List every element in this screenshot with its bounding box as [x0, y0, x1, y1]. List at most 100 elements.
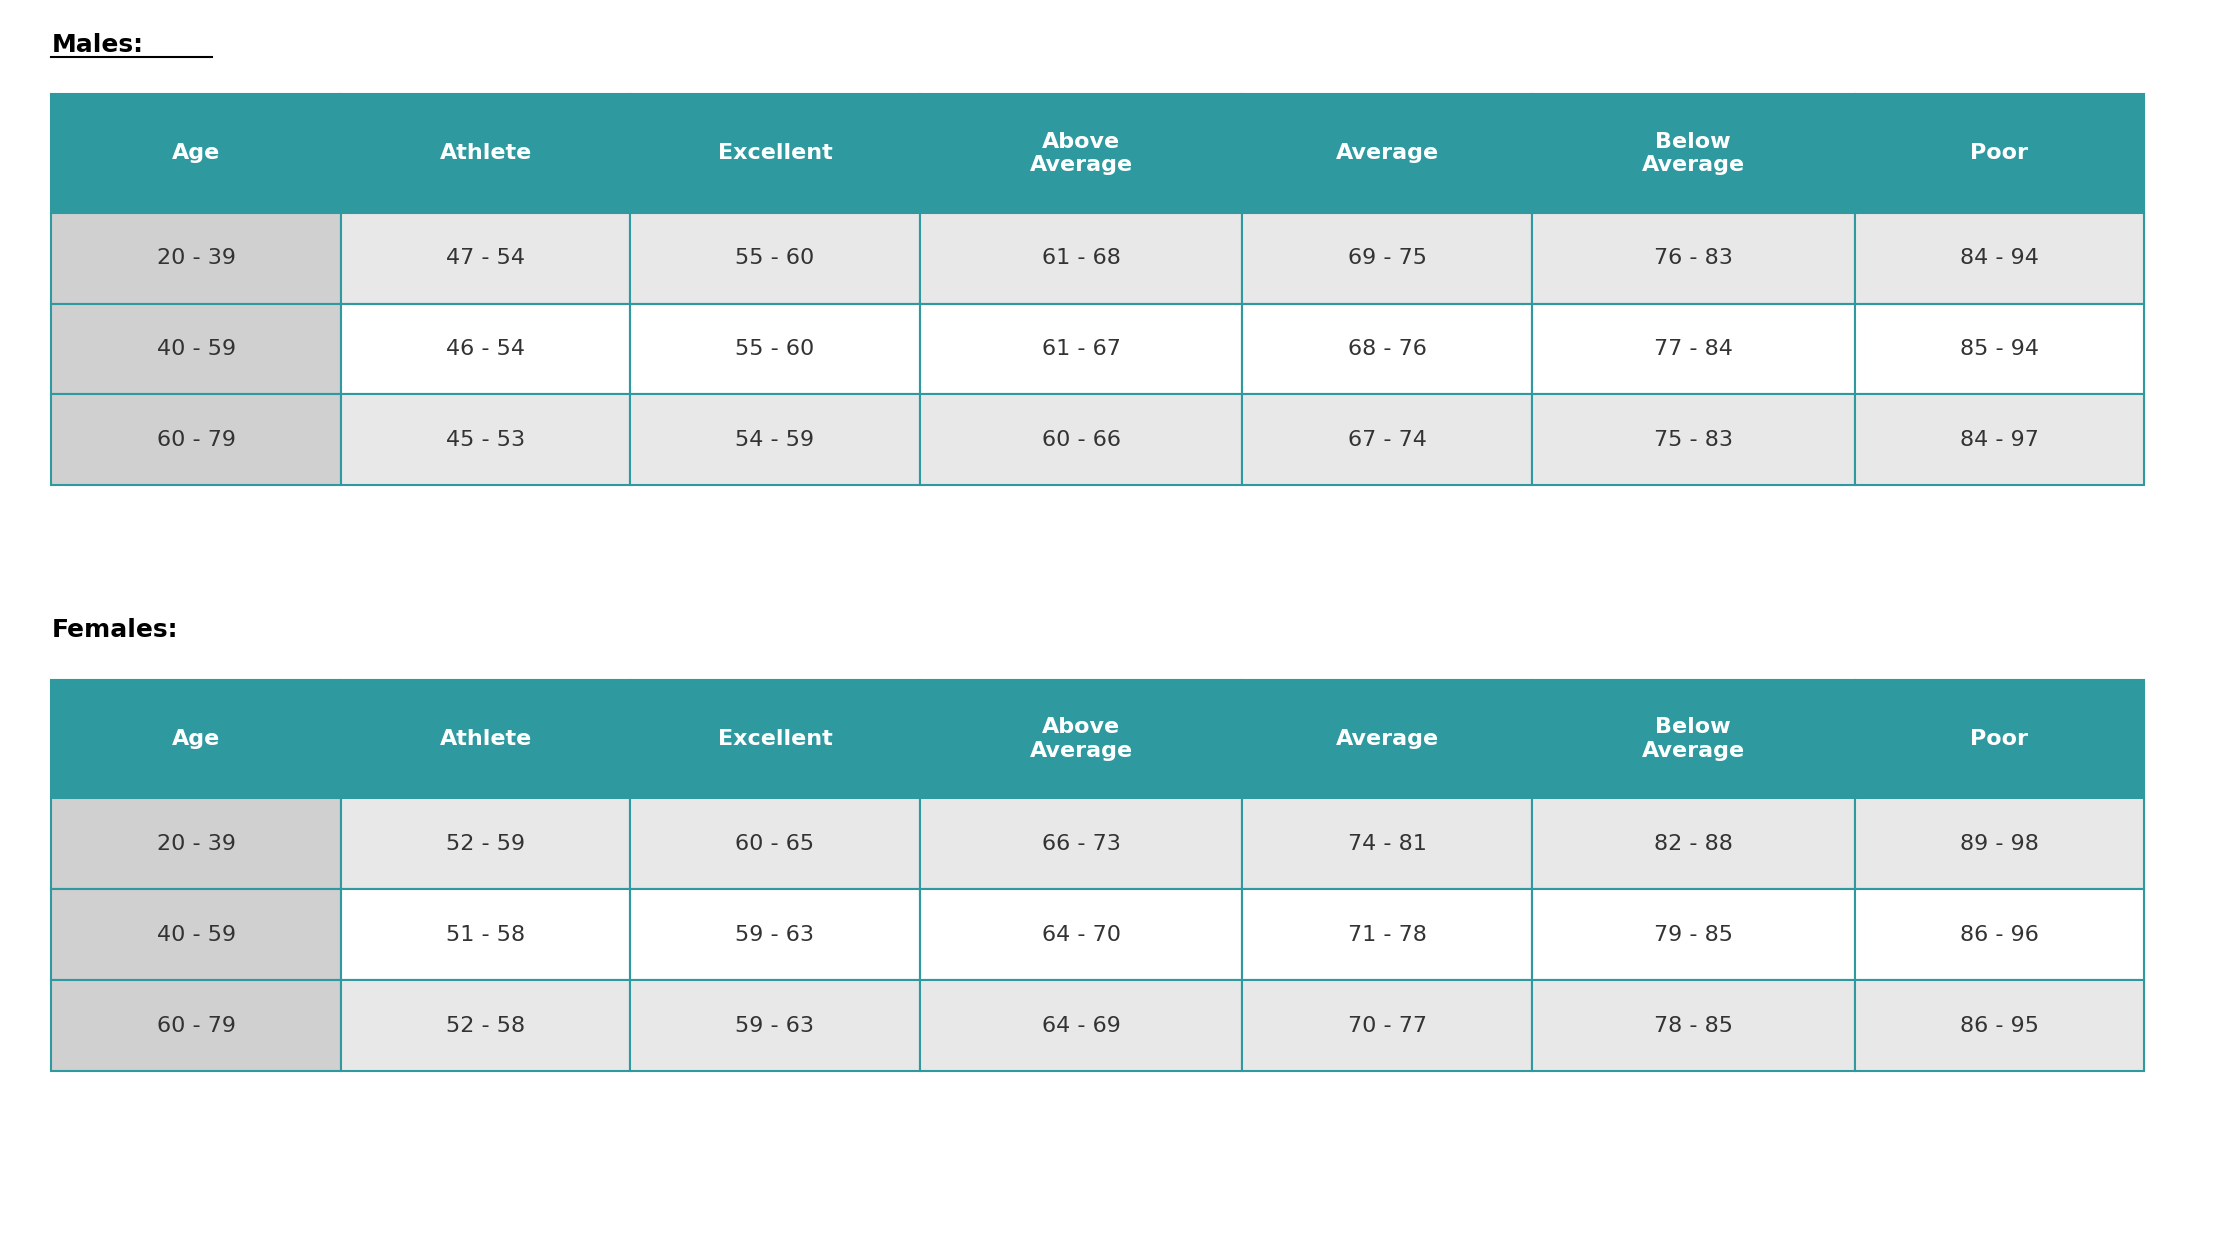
- FancyBboxPatch shape: [340, 213, 629, 304]
- FancyBboxPatch shape: [1855, 680, 2144, 799]
- Text: 60 - 66: 60 - 66: [1042, 430, 1120, 450]
- FancyBboxPatch shape: [1243, 394, 1532, 485]
- Text: 67 - 74: 67 - 74: [1348, 430, 1427, 450]
- FancyBboxPatch shape: [52, 394, 340, 485]
- Text: 61 - 68: 61 - 68: [1042, 248, 1120, 268]
- FancyBboxPatch shape: [340, 304, 629, 394]
- Text: 55 - 60: 55 - 60: [735, 339, 815, 359]
- Text: 86 - 95: 86 - 95: [1960, 1016, 2038, 1036]
- Text: Below
Average: Below Average: [1642, 717, 1745, 761]
- Text: Age: Age: [172, 730, 220, 748]
- FancyBboxPatch shape: [629, 980, 921, 1071]
- Text: 66 - 73: 66 - 73: [1042, 834, 1120, 854]
- Text: 40 - 59: 40 - 59: [157, 925, 235, 945]
- FancyBboxPatch shape: [629, 890, 921, 980]
- FancyBboxPatch shape: [921, 213, 1243, 304]
- FancyBboxPatch shape: [1532, 980, 1855, 1071]
- Text: 78 - 85: 78 - 85: [1653, 1016, 1734, 1036]
- FancyBboxPatch shape: [1855, 799, 2144, 890]
- Text: 20 - 39: 20 - 39: [157, 248, 235, 268]
- FancyBboxPatch shape: [921, 890, 1243, 980]
- FancyBboxPatch shape: [1532, 394, 1855, 485]
- Text: Poor: Poor: [1971, 144, 2027, 164]
- Text: 60 - 79: 60 - 79: [157, 1016, 235, 1036]
- Text: 59 - 63: 59 - 63: [735, 925, 815, 945]
- FancyBboxPatch shape: [629, 680, 921, 799]
- Text: 84 - 97: 84 - 97: [1960, 430, 2038, 450]
- FancyBboxPatch shape: [1855, 890, 2144, 980]
- Text: 46 - 54: 46 - 54: [446, 339, 524, 359]
- Text: Average: Average: [1335, 730, 1438, 748]
- Text: 60 - 79: 60 - 79: [157, 430, 235, 450]
- FancyBboxPatch shape: [629, 799, 921, 890]
- FancyBboxPatch shape: [1855, 94, 2144, 213]
- FancyBboxPatch shape: [1243, 213, 1532, 304]
- Text: 86 - 96: 86 - 96: [1960, 925, 2038, 945]
- FancyBboxPatch shape: [52, 680, 340, 799]
- FancyBboxPatch shape: [52, 94, 340, 213]
- FancyBboxPatch shape: [1532, 890, 1855, 980]
- FancyBboxPatch shape: [1855, 304, 2144, 394]
- Text: 55 - 60: 55 - 60: [735, 248, 815, 268]
- FancyBboxPatch shape: [629, 394, 921, 485]
- Text: 52 - 59: 52 - 59: [446, 834, 524, 854]
- Text: 59 - 63: 59 - 63: [735, 1016, 815, 1036]
- Text: Athlete: Athlete: [439, 730, 531, 748]
- FancyBboxPatch shape: [1243, 94, 1532, 213]
- Text: Above
Average: Above Average: [1030, 717, 1133, 761]
- Text: 84 - 94: 84 - 94: [1960, 248, 2038, 268]
- Text: 20 - 39: 20 - 39: [157, 834, 235, 854]
- Text: 71 - 78: 71 - 78: [1348, 925, 1427, 945]
- FancyBboxPatch shape: [52, 213, 340, 304]
- Text: 85 - 94: 85 - 94: [1960, 339, 2038, 359]
- FancyBboxPatch shape: [921, 980, 1243, 1071]
- Text: 40 - 59: 40 - 59: [157, 339, 235, 359]
- Text: 70 - 77: 70 - 77: [1348, 1016, 1427, 1036]
- FancyBboxPatch shape: [1243, 680, 1532, 799]
- FancyBboxPatch shape: [52, 980, 340, 1071]
- Text: Below
Average: Below Average: [1642, 132, 1745, 175]
- FancyBboxPatch shape: [921, 304, 1243, 394]
- Text: Females:: Females:: [52, 619, 177, 643]
- FancyBboxPatch shape: [921, 94, 1243, 213]
- FancyBboxPatch shape: [340, 94, 629, 213]
- FancyBboxPatch shape: [1243, 890, 1532, 980]
- Text: Above
Average: Above Average: [1030, 132, 1133, 175]
- FancyBboxPatch shape: [340, 680, 629, 799]
- FancyBboxPatch shape: [1855, 213, 2144, 304]
- Text: 69 - 75: 69 - 75: [1348, 248, 1427, 268]
- FancyBboxPatch shape: [1532, 680, 1855, 799]
- FancyBboxPatch shape: [1532, 213, 1855, 304]
- FancyBboxPatch shape: [52, 890, 340, 980]
- Text: 77 - 84: 77 - 84: [1653, 339, 1734, 359]
- Text: Athlete: Athlete: [439, 144, 531, 164]
- FancyBboxPatch shape: [921, 799, 1243, 890]
- Text: 76 - 83: 76 - 83: [1653, 248, 1734, 268]
- Text: Excellent: Excellent: [717, 730, 833, 748]
- FancyBboxPatch shape: [52, 304, 340, 394]
- FancyBboxPatch shape: [629, 213, 921, 304]
- FancyBboxPatch shape: [340, 890, 629, 980]
- Text: 74 - 81: 74 - 81: [1348, 834, 1427, 854]
- Text: 51 - 58: 51 - 58: [446, 925, 524, 945]
- FancyBboxPatch shape: [52, 799, 340, 890]
- Text: Age: Age: [172, 144, 220, 164]
- FancyBboxPatch shape: [1532, 304, 1855, 394]
- FancyBboxPatch shape: [1855, 980, 2144, 1071]
- Text: 89 - 98: 89 - 98: [1960, 834, 2038, 854]
- FancyBboxPatch shape: [340, 980, 629, 1071]
- Text: 64 - 69: 64 - 69: [1042, 1016, 1120, 1036]
- FancyBboxPatch shape: [1243, 304, 1532, 394]
- Text: 47 - 54: 47 - 54: [446, 248, 524, 268]
- FancyBboxPatch shape: [921, 680, 1243, 799]
- FancyBboxPatch shape: [1243, 799, 1532, 890]
- Text: 79 - 85: 79 - 85: [1653, 925, 1734, 945]
- FancyBboxPatch shape: [1243, 980, 1532, 1071]
- Text: 64 - 70: 64 - 70: [1042, 925, 1120, 945]
- FancyBboxPatch shape: [629, 304, 921, 394]
- Text: 75 - 83: 75 - 83: [1653, 430, 1734, 450]
- FancyBboxPatch shape: [1532, 94, 1855, 213]
- Text: 54 - 59: 54 - 59: [735, 430, 815, 450]
- FancyBboxPatch shape: [1855, 394, 2144, 485]
- FancyBboxPatch shape: [921, 394, 1243, 485]
